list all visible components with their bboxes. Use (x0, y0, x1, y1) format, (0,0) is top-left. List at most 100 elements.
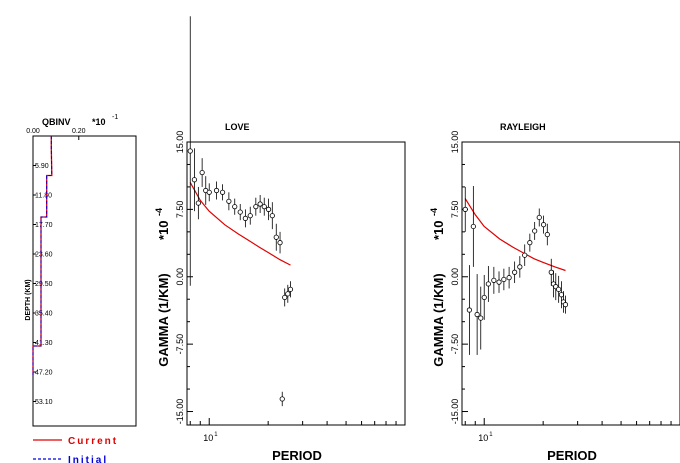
rayleigh-data-point (485, 281, 491, 287)
rayleigh-ylabel: GAMMA (1/KM) (431, 273, 446, 366)
love-data-point (261, 204, 267, 210)
qbinv-multiplier-exp: -1 (112, 114, 118, 121)
rayleigh-y-multiplier-group: *10 -4 (429, 208, 446, 240)
rayleigh-axes: 10 1 15.00 7.50 0.00 -7.50 -15.00 (450, 131, 680, 443)
love-panel: LOVE PERIOD GAMMA (1/KM) *10 -4 10 1 15.00… (154, 16, 406, 463)
love-data-point (199, 169, 205, 176)
rayleigh-title: RAYLEIGH (500, 122, 546, 132)
qbinv-y-ticks: 5.90 11.80 17.70 23.60 29.50 35.40 41.30 47.20 5… (33, 163, 53, 406)
love-data-point (257, 201, 263, 207)
rayleigh-data-point (462, 206, 468, 212)
legend: Current Initial (33, 436, 118, 463)
love-data-point (226, 198, 232, 204)
rayleigh-data-point (466, 307, 472, 313)
rayleigh-data-point (470, 223, 476, 230)
love-predicted-curve (189, 182, 291, 266)
rayleigh-data-point (522, 252, 528, 258)
love-data-point (279, 396, 285, 402)
love-data-point (269, 213, 275, 219)
qbinv-model-lines (32, 136, 53, 376)
rayleigh-y-tick-label: 15.00 (450, 131, 460, 154)
love-y-multiplier: *10 (156, 220, 171, 240)
qbinv-y-tick-label: 53.10 (35, 399, 53, 406)
love-y-tick-label: -7.50 (175, 334, 185, 355)
rayleigh-data-point (536, 214, 542, 221)
rayleigh-y-tick-label: -7.50 (450, 334, 460, 355)
love-title: LOVE (225, 122, 250, 132)
love-data-point (213, 187, 220, 194)
love-data-point (247, 213, 253, 219)
rayleigh-data-point (562, 302, 569, 308)
love-y-tick-label: 7.50 (175, 201, 185, 219)
qbinv-y-tick-label: 17.70 (35, 222, 53, 229)
love-data-point (219, 189, 226, 195)
qbinv-ylabel: DEPTH (KM) (25, 279, 32, 320)
qbinv-frame (32, 135, 137, 427)
rayleigh-data-point (478, 315, 484, 321)
love-data-point (273, 234, 279, 240)
rayleigh-data-point (481, 294, 487, 301)
rayleigh-data-point (527, 240, 533, 246)
love-frame (186, 141, 406, 426)
love-observed-points (187, 16, 294, 407)
qbinv-y-tick-label: 29.50 (35, 281, 53, 288)
rayleigh-data-point (501, 276, 507, 283)
rayleigh-data-point (512, 269, 518, 275)
qbinv-y-tick-label: 23.60 (35, 252, 53, 259)
love-y-tick-label: 15.00 (175, 131, 185, 154)
qbinv-y-tick-label: 5.90 (35, 163, 49, 170)
love-data-point (285, 291, 291, 297)
rayleigh-data-point (540, 222, 547, 228)
love-y-tick-label: -15.00 (175, 399, 185, 425)
love-data-point (253, 204, 259, 210)
love-data-point (282, 294, 288, 301)
qbinv-y-tick-label: 47.20 (35, 370, 53, 377)
rayleigh-data-point (491, 277, 497, 283)
love-ylabel: GAMMA (1/KM) (156, 273, 171, 366)
rayleigh-data-point (506, 275, 512, 281)
rayleigh-x-tick-label: 10 (478, 433, 488, 443)
legend-label-initial: Initial (68, 455, 108, 463)
rayleigh-data-point (548, 269, 554, 275)
love-data-point (242, 215, 248, 221)
love-data-point (206, 189, 212, 195)
rayleigh-y-tick-label: -15.00 (450, 399, 460, 425)
rayleigh-x-tick-exp: 1 (489, 432, 493, 438)
love-data-point (191, 177, 197, 183)
love-data-point (187, 148, 193, 154)
qbinv-x-tick-label: 0.00 (26, 128, 40, 135)
rayleigh-xlabel: PERIOD (547, 448, 597, 463)
rayleigh-data-point (517, 264, 523, 270)
love-data-point (277, 240, 283, 246)
qbinv-x-ticks: 0.00 0.20 (26, 128, 86, 140)
love-y-multiplier-exp: -4 (154, 208, 164, 216)
rayleigh-data-point (474, 311, 480, 318)
love-predicted-line (189, 182, 291, 266)
love-data-point (195, 200, 201, 206)
love-y-tick-label: 0.00 (175, 268, 185, 286)
rayleigh-data-point (544, 231, 550, 238)
qbinv-y-tick-label: 41.30 (35, 340, 53, 347)
love-data-point (232, 204, 238, 210)
rayleigh-observed-points (462, 186, 569, 355)
love-x-tick-label: 10 (203, 433, 213, 443)
rayleigh-panel: RAYLEIGH PERIOD GAMMA (1/KM) *10 -4 10 11… (429, 122, 680, 463)
love-xlabel: PERIOD (272, 448, 322, 463)
rayleigh-data-point (556, 286, 562, 292)
qbinv-panel: QBINV *10 -1 DEPTH (KM) 0.00 0.20 5.90 11.… (25, 114, 137, 427)
rayleigh-data-point (558, 292, 565, 298)
rayleigh-data-point (532, 228, 538, 234)
rayleigh-frame (461, 141, 680, 426)
love-x-tick-exp: 1 (214, 432, 218, 438)
rayleigh-y-multiplier-exp: -4 (429, 208, 439, 216)
legend-label-current: Current (68, 436, 118, 447)
rayleigh-y-tick-label: 7.50 (450, 201, 460, 219)
rayleigh-predicted-curve (464, 198, 566, 272)
qbinv-series-initial (32, 136, 53, 376)
love-data-point (237, 209, 243, 215)
rayleigh-data-point (496, 279, 502, 285)
rayleigh-y-tick-label: 0.00 (450, 268, 460, 286)
qbinv-title: QBINV (42, 117, 71, 127)
qbinv-multiplier: *10 (92, 117, 106, 127)
love-data-point (287, 286, 294, 292)
